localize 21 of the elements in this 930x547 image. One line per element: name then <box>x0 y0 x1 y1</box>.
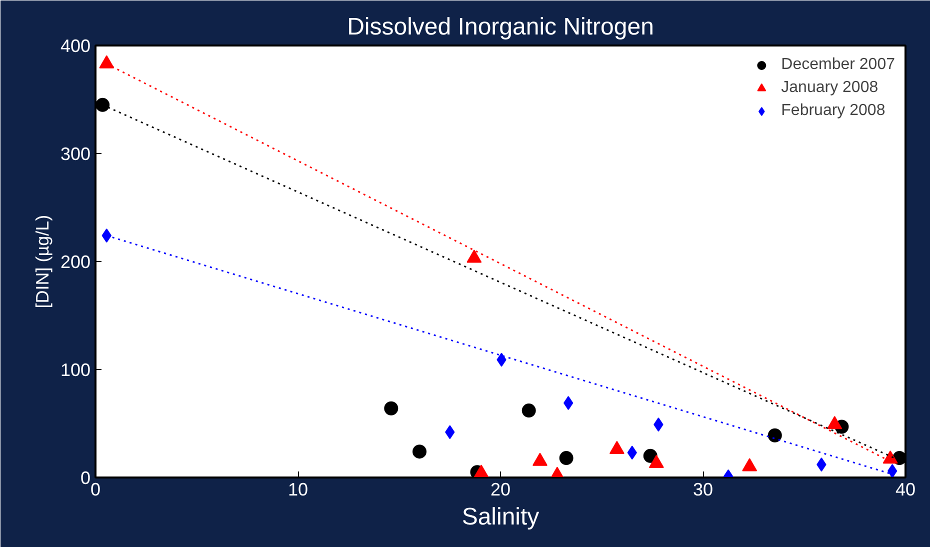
legend-label: January 2008 <box>781 79 878 97</box>
legend-label: February 2008 <box>781 102 886 120</box>
point <box>384 401 398 416</box>
y-tick-label: 300 <box>60 144 91 164</box>
point <box>412 444 426 459</box>
x-tick-label: 30 <box>692 480 714 500</box>
chart-title: Dissolved Inorganic Nitrogen <box>347 14 654 40</box>
y-axis-title: [DIN] (µg/L) <box>32 214 52 308</box>
x-tick-label: 40 <box>895 480 916 500</box>
legend-label: December 2007 <box>781 56 895 74</box>
x-tick-label: 20 <box>490 480 511 500</box>
point <box>888 464 898 478</box>
x-tick-label: 10 <box>288 480 308 500</box>
y-tick-label: 100 <box>60 360 91 380</box>
point <box>96 98 110 112</box>
y-tick-label: 200 <box>60 252 91 272</box>
point <box>768 428 782 442</box>
point <box>522 404 536 418</box>
y-tick-label: 400 <box>60 36 91 56</box>
point <box>559 451 574 466</box>
x-axis-title: Salinity <box>462 504 540 530</box>
